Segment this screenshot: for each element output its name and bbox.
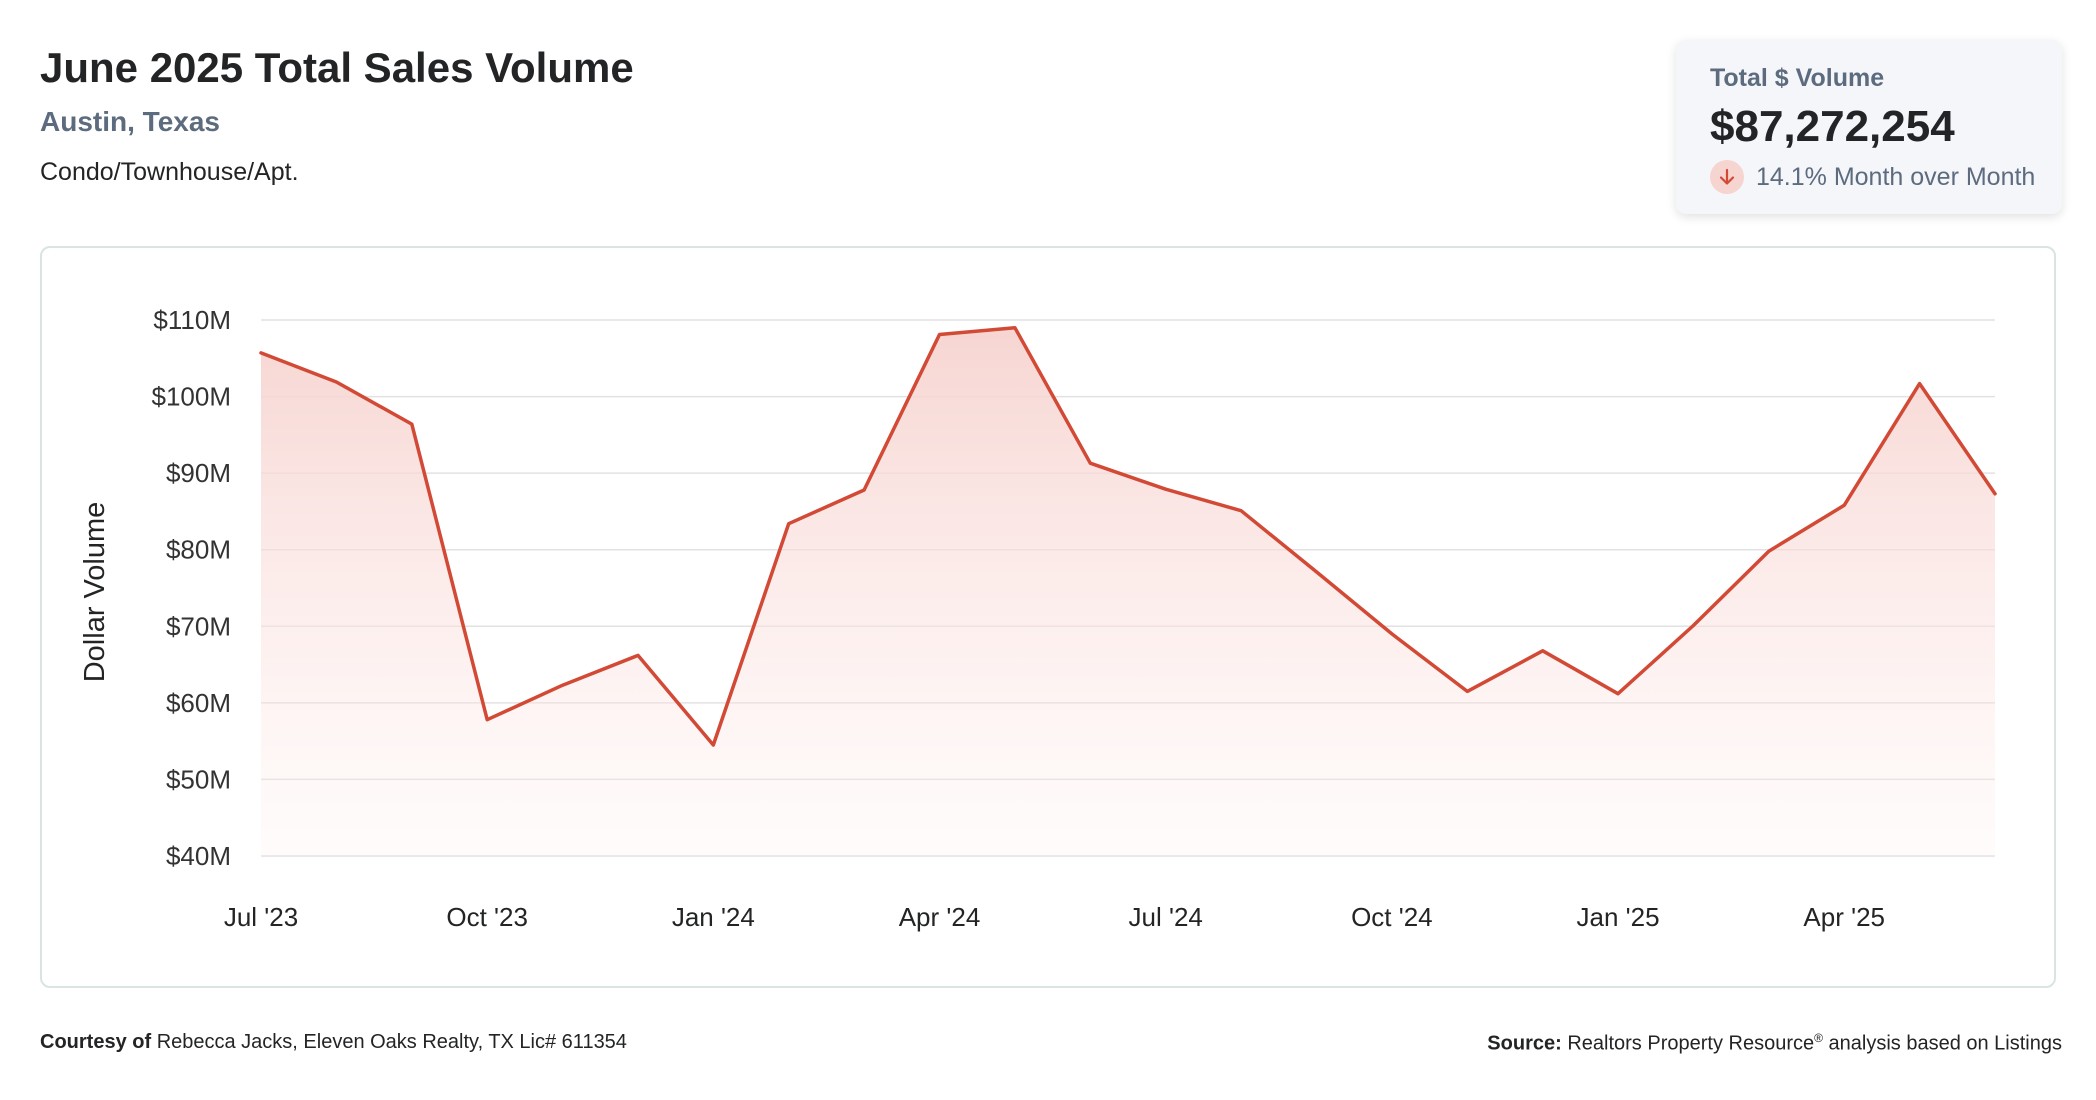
data-point[interactable] [1686, 619, 1700, 633]
y-tick-label: $60M [166, 688, 231, 718]
y-tick-label: $50M [166, 764, 231, 794]
y-tick-label: $90M [166, 458, 231, 488]
data-point[interactable] [857, 483, 871, 497]
data-point[interactable] [329, 375, 343, 389]
courtesy-footer: Courtesy of Rebecca Jacks, Eleven Oaks R… [40, 1031, 627, 1054]
data-point[interactable] [631, 648, 645, 662]
x-tick-label: Oct '23 [446, 902, 528, 932]
month-over-month-change: 14.1% Month over Month [1710, 160, 2035, 194]
x-tick-label: Jan '24 [672, 902, 755, 932]
location-subtitle: Austin, Texas [40, 106, 220, 137]
volume-area-fill [261, 327, 1995, 856]
data-point[interactable] [1460, 684, 1474, 698]
sales-volume-chart: $110M $100M $90M $80M $70M $60M $50M $40M Jul '… [79, 305, 2002, 932]
chart-container: $110M $100M $90M $80M $70M $60M $50M $40M Jul '… [40, 246, 2056, 988]
data-point[interactable] [1234, 504, 1248, 518]
data-point[interactable] [1837, 498, 1851, 512]
data-point[interactable] [1309, 565, 1323, 579]
x-tick-label: Oct '24 [1351, 902, 1433, 932]
courtesy-text: Rebecca Jacks, Eleven Oaks Realty, TX Li… [156, 1031, 627, 1053]
data-point[interactable] [1536, 644, 1550, 658]
summary-card-label: Total $ Volume [1710, 64, 1885, 92]
data-point[interactable] [1611, 687, 1625, 701]
data-point[interactable] [556, 678, 570, 692]
summary-card: Total $ Volume $87,272,254 14.1% Month o… [1676, 40, 2062, 214]
source-suffix: analysis based on Listings [1828, 1032, 2062, 1055]
registered-mark: ® [1814, 1031, 1823, 1045]
summary-card-value: $87,272,254 [1710, 102, 1955, 151]
data-point[interactable] [480, 713, 494, 727]
x-tick-label: Jan '25 [1577, 902, 1660, 932]
x-tick-label: Apr '25 [1803, 902, 1885, 932]
data-point[interactable] [782, 517, 796, 531]
x-tick-label: Jul '24 [1129, 902, 1203, 932]
data-point[interactable] [405, 417, 419, 431]
data-point[interactable] [1083, 456, 1097, 470]
y-tick-label: $40M [166, 841, 231, 871]
y-tick-label: $100M [152, 382, 232, 412]
arrow-down-icon [1710, 160, 1744, 194]
y-tick-label: $80M [166, 535, 231, 565]
data-point[interactable] [706, 738, 720, 752]
property-type-label: Condo/Townhouse/Apt. [40, 158, 299, 186]
data-point[interactable] [1913, 377, 1927, 391]
courtesy-label: Courtesy of [40, 1031, 152, 1053]
data-point[interactable] [933, 328, 947, 342]
source-label: Source: [1487, 1032, 1562, 1055]
data-point[interactable] [1385, 627, 1399, 641]
x-tick-label: Apr '24 [899, 902, 981, 932]
change-text: 14.1% Month over Month [1756, 162, 2036, 191]
volume-series-line [259, 325, 1997, 747]
data-point[interactable] [1988, 487, 2002, 501]
source-footer: Source: Realtors Property Resource® anal… [1487, 1031, 2062, 1056]
y-tick-label: $70M [166, 611, 231, 641]
data-point[interactable] [1762, 544, 1776, 558]
data-point[interactable] [1008, 321, 1022, 335]
data-point[interactable] [254, 346, 268, 360]
x-tick-label: Jul '23 [224, 902, 298, 932]
data-point[interactable] [1159, 482, 1173, 496]
y-tick-label: $110M [153, 305, 231, 335]
y-axis-label: Dollar Volume [79, 502, 111, 683]
page-title: June 2025 Total Sales Volume [40, 44, 634, 91]
source-text: Realtors Property Resource [1567, 1032, 1815, 1055]
